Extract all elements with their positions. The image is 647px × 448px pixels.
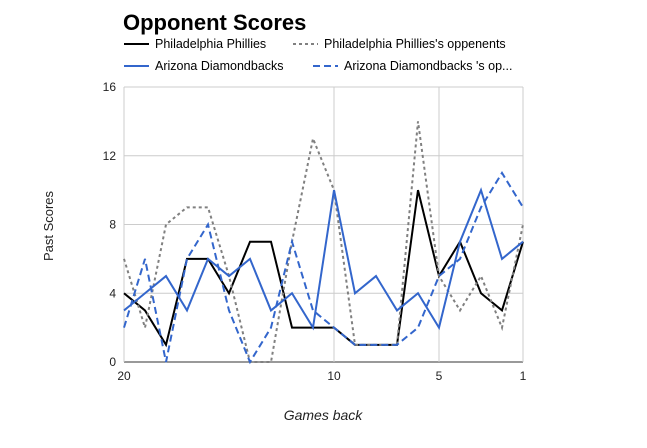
y-tick-label: 8 bbox=[109, 218, 116, 232]
legend-label-2: Philadelphia Phillies's oppenents bbox=[324, 37, 506, 51]
y-tick-label: 12 bbox=[103, 149, 117, 163]
grid bbox=[123, 86, 524, 363]
legend: Philadelphia Phillies Philadelphia Philli… bbox=[124, 37, 512, 73]
series-line-4 bbox=[123, 171, 524, 365]
y-axis-label: Past Scores bbox=[41, 190, 56, 261]
x-tick-label: 5 bbox=[436, 369, 443, 383]
x-tick-label: 1 bbox=[520, 369, 527, 383]
y-tick-label: 16 bbox=[103, 80, 117, 94]
series-lines bbox=[123, 121, 524, 365]
x-tick-label: 10 bbox=[327, 369, 341, 383]
x-tick-label: 20 bbox=[117, 369, 131, 383]
legend-label-4: Arizona Diamondbacks 's op... bbox=[344, 59, 512, 73]
chart-title: Opponent Scores bbox=[123, 10, 306, 35]
legend-label-1: Philadelphia Phillies bbox=[155, 37, 266, 51]
series-line-1 bbox=[123, 189, 524, 348]
tick-labels: 0 4 8 12 16 20 10 5 1 bbox=[103, 80, 527, 383]
y-tick-label: 4 bbox=[109, 286, 116, 300]
legend-label-3: Arizona Diamondbacks bbox=[155, 59, 284, 73]
y-tick-label: 0 bbox=[109, 355, 116, 369]
series-line-3 bbox=[123, 187, 524, 331]
series-line-2 bbox=[123, 121, 524, 363]
x-axis-label: Games back bbox=[284, 407, 364, 423]
